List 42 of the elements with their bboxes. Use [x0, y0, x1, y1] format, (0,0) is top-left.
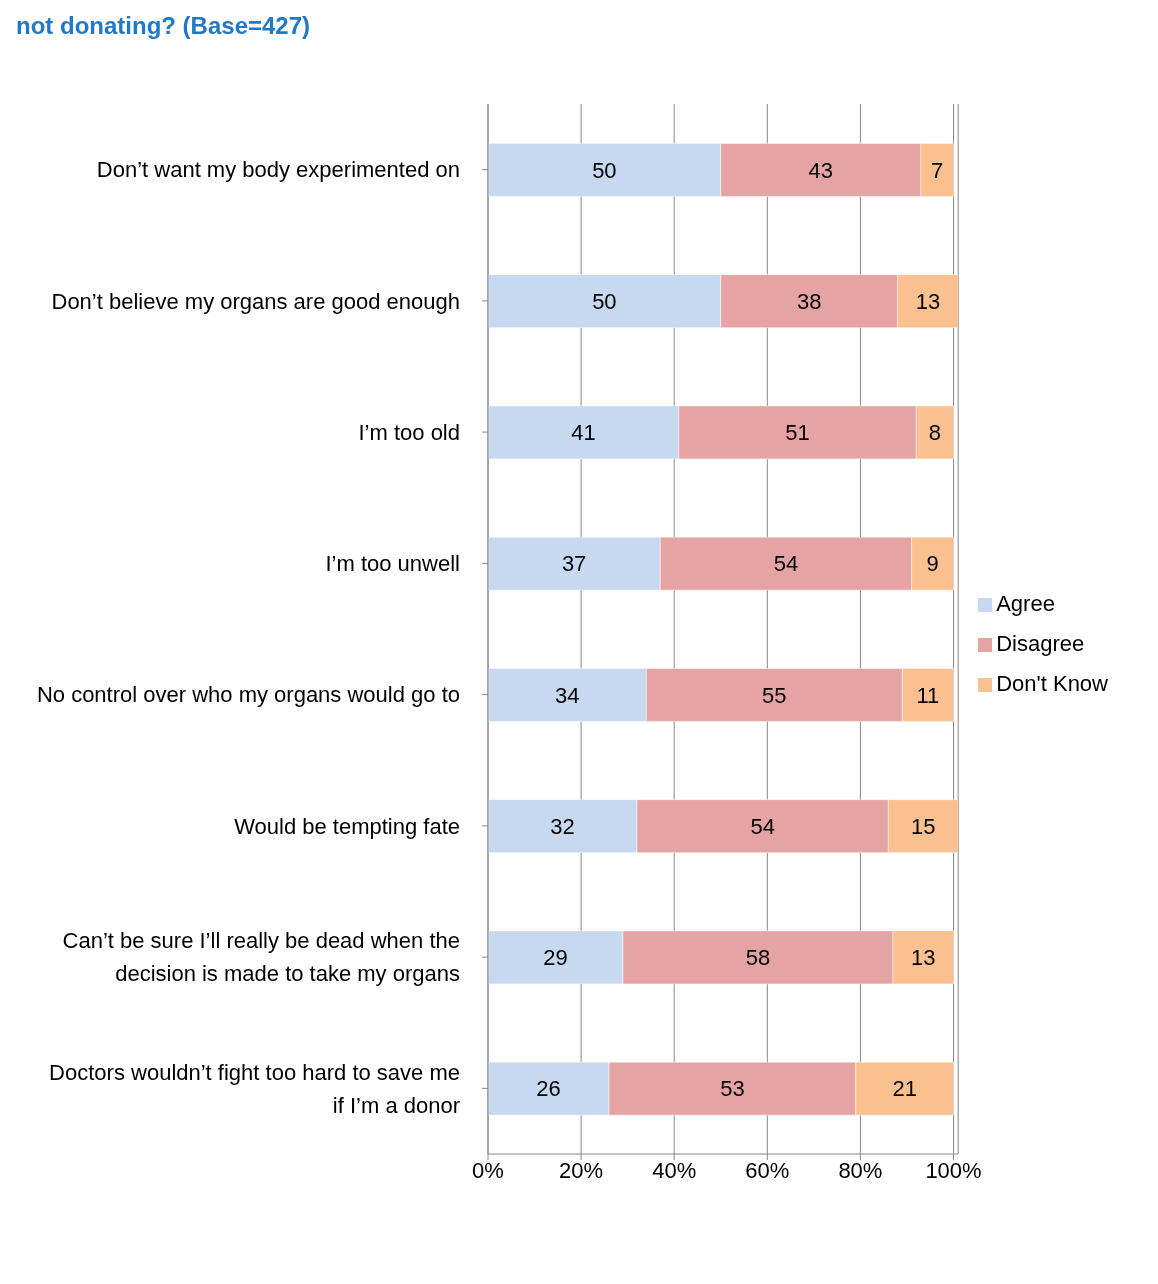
- y-tick-label: I’m too unwell: [325, 551, 460, 577]
- data-label: 21: [892, 1076, 917, 1102]
- data-label: 54: [773, 551, 799, 577]
- y-tick-label: Would be tempting fate: [234, 813, 460, 839]
- data-label: 38: [796, 288, 822, 314]
- data-label: 15: [911, 813, 936, 839]
- data-label: 41: [571, 420, 596, 446]
- y-tick-label: Can’t be sure I’ll really be dead when the decision is made to take my organs: [62, 928, 460, 987]
- x-tick-label: 60%: [745, 1157, 790, 1183]
- data-label: 34: [554, 682, 580, 708]
- data-label: 13: [911, 945, 936, 971]
- data-label: 7: [931, 157, 944, 183]
- data-label: 58: [745, 945, 771, 971]
- data-label: 54: [750, 813, 775, 839]
- x-tick-label: 20%: [559, 1157, 604, 1183]
- x-tick-label: 100%: [925, 1157, 982, 1183]
- y-tick-label: Don’t believe my organs are good enough: [51, 288, 460, 314]
- legend-label: Don't Know: [996, 671, 1108, 696]
- data-label: 8: [928, 420, 942, 446]
- data-label: 29: [543, 945, 568, 971]
- data-label: 13: [915, 288, 941, 314]
- data-label: 55: [762, 682, 787, 708]
- data-label: 32: [550, 813, 575, 839]
- x-tick-label: 40%: [652, 1157, 697, 1183]
- legend-label: Disagree: [996, 631, 1085, 656]
- y-tick-label: No control over who my organs would go to: [36, 682, 460, 708]
- text: not donating? (Base=427): [15, 11, 312, 41]
- y-tick-label: Don’t want my body experimented on: [96, 157, 460, 183]
- x-tick-label: 0%: [472, 1157, 504, 1183]
- data-label: 11: [916, 682, 940, 708]
- data-label: 9: [926, 551, 939, 577]
- data-label: 50: [592, 288, 617, 314]
- legend-label: Agree: [996, 591, 1055, 616]
- data-label: 26: [536, 1076, 561, 1102]
- y-tick-label: I’m too old: [358, 419, 460, 445]
- data-label: 51: [785, 420, 810, 446]
- data-label: 53: [720, 1076, 745, 1102]
- data-label: 50: [592, 157, 617, 183]
- data-label: 37: [561, 551, 587, 577]
- data-label: 43: [808, 157, 834, 183]
- x-tick-label: 80%: [838, 1157, 883, 1183]
- y-tick-label: Doctors wouldn’t fight too hard to save me if I’m a donor: [49, 1059, 460, 1118]
